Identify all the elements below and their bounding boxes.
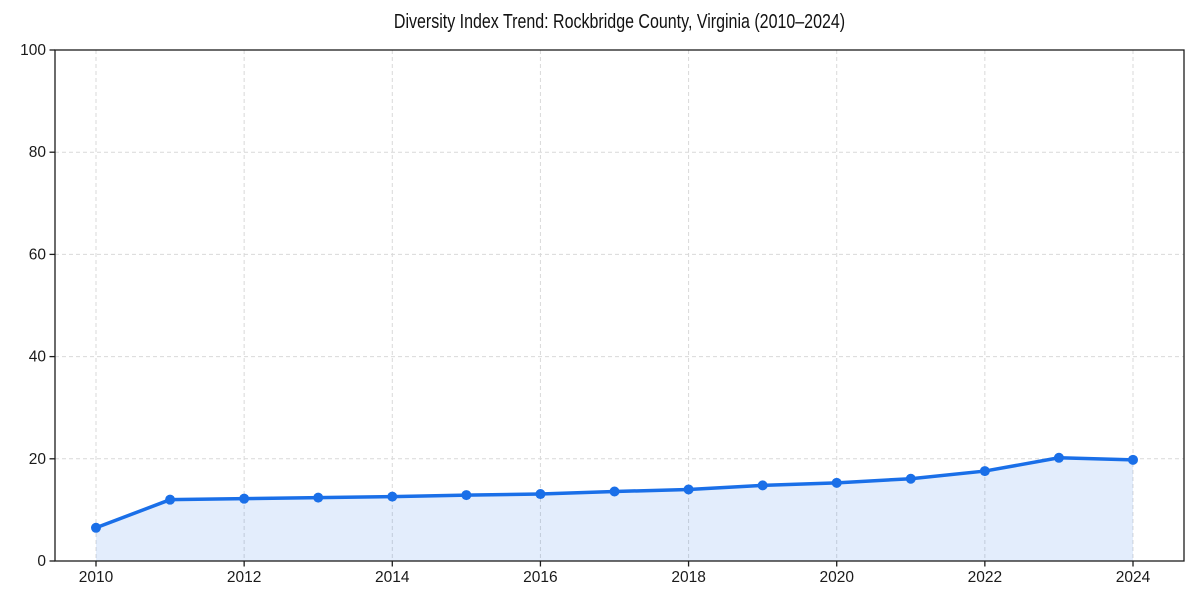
data-point	[313, 492, 324, 503]
x-tick-label: 2016	[523, 569, 557, 586]
x-tick-label: 2014	[375, 569, 410, 586]
y-tick-label: 60	[29, 246, 47, 263]
data-point	[905, 473, 916, 484]
data-point	[461, 490, 472, 501]
data-point	[683, 484, 694, 495]
data-point	[239, 493, 250, 504]
data-point	[757, 480, 768, 491]
data-point	[1128, 454, 1138, 465]
data-point	[535, 489, 546, 500]
data-point	[609, 486, 620, 497]
data-point	[165, 494, 176, 505]
y-tick-label: 80	[29, 144, 47, 161]
x-tick-label: 2024	[1116, 569, 1151, 586]
data-point	[1053, 452, 1064, 463]
x-tick-label: 2020	[819, 569, 854, 586]
data-point	[979, 466, 990, 477]
data-point	[831, 477, 842, 488]
y-tick-label: 0	[37, 553, 46, 570]
area-fill	[96, 457, 1133, 561]
y-tick-label: 20	[29, 451, 47, 468]
x-tick-label: 2022	[968, 569, 1002, 586]
chart-title: Diversity Index Trend: Rockbridge County…	[393, 11, 846, 33]
y-tick-label: 100	[20, 42, 46, 59]
y-tick-label: 40	[29, 349, 47, 366]
x-tick-label: 2010	[79, 569, 114, 586]
x-tick-label: 2012	[227, 569, 261, 586]
plot-border	[54, 49, 1185, 562]
data-point	[91, 522, 101, 533]
data-point	[387, 491, 398, 502]
x-tick-label: 2018	[671, 569, 705, 586]
